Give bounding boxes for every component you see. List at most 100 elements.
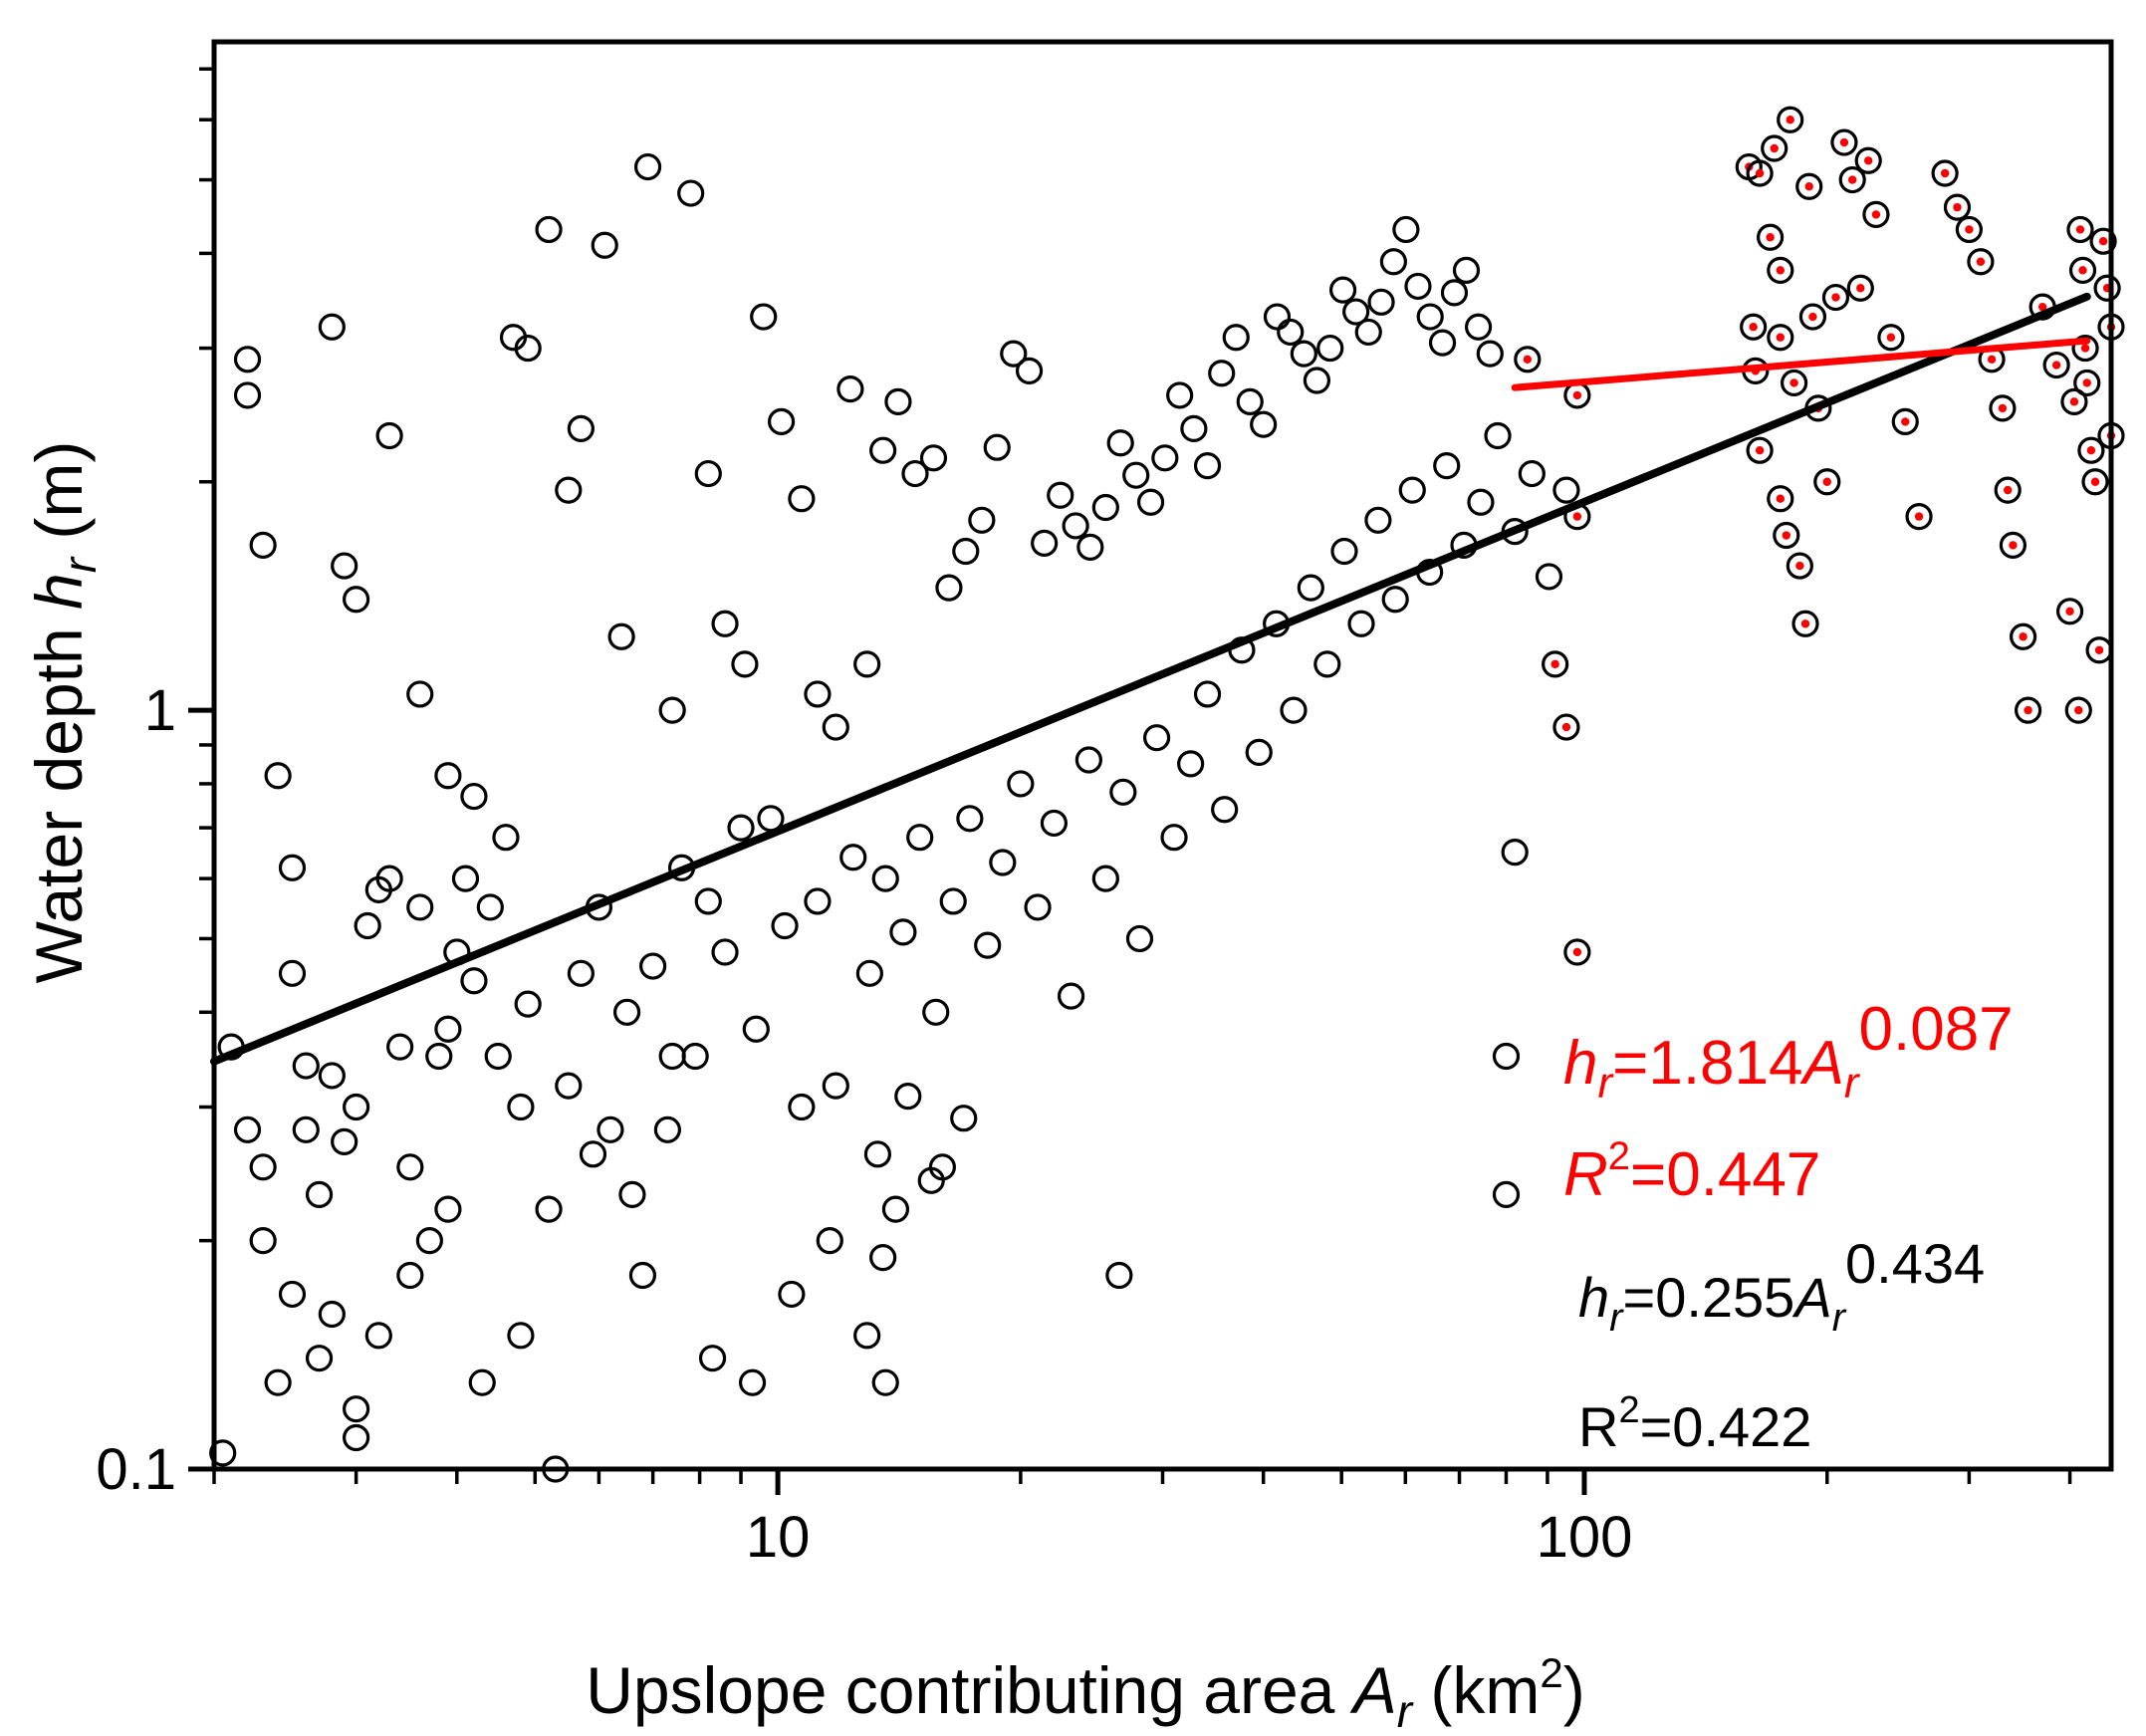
data-point bbox=[836, 375, 864, 403]
data-point-red-dot bbox=[1831, 293, 1840, 302]
data-point bbox=[653, 1116, 681, 1143]
data-point bbox=[318, 313, 346, 341]
data-point bbox=[292, 1116, 320, 1143]
data-point bbox=[1364, 506, 1392, 534]
data-point bbox=[1303, 367, 1331, 394]
data-point bbox=[1211, 796, 1239, 824]
data-point-red-dot bbox=[1976, 257, 1986, 266]
data-point bbox=[1040, 809, 1069, 838]
data-point bbox=[1994, 476, 2022, 504]
data-point-red-dot bbox=[1953, 202, 1962, 212]
data-point-red-dot bbox=[2078, 266, 2087, 275]
plot-frame bbox=[211, 39, 2114, 1472]
data-point bbox=[1846, 274, 1874, 302]
data-point bbox=[983, 433, 1011, 461]
red-fit-r2: R2=0.447 bbox=[1563, 1134, 1820, 1209]
data-point bbox=[1297, 574, 1324, 602]
data-point bbox=[1250, 410, 1278, 438]
data-point bbox=[434, 762, 462, 790]
data-point bbox=[2042, 351, 2070, 379]
data-point bbox=[591, 231, 618, 259]
data-point bbox=[952, 537, 980, 566]
data-point bbox=[612, 998, 641, 1026]
data-point-red-dot bbox=[1766, 233, 1775, 242]
data-point bbox=[1854, 146, 1882, 174]
data-point bbox=[278, 959, 307, 987]
red-fit-line bbox=[1511, 337, 2091, 391]
data-point bbox=[305, 1180, 334, 1208]
data-point bbox=[1476, 340, 1504, 368]
data-point-red-dot bbox=[1808, 312, 1817, 322]
data-point bbox=[434, 1015, 462, 1043]
data-point bbox=[484, 1042, 512, 1071]
data-point bbox=[1967, 248, 1995, 276]
data-point bbox=[804, 887, 832, 915]
data-point bbox=[1433, 451, 1461, 480]
data-point bbox=[375, 865, 403, 892]
data-point bbox=[711, 610, 739, 637]
data-point bbox=[1563, 938, 1591, 966]
data-point bbox=[1136, 488, 1165, 516]
data-point-red-dot bbox=[2094, 645, 2104, 654]
y-tick-label: 0.1 bbox=[96, 1437, 176, 1502]
data-point-red-dot bbox=[1886, 333, 1896, 342]
data-point bbox=[406, 893, 434, 921]
data-point bbox=[343, 1093, 370, 1121]
data-point-red-dot bbox=[1561, 722, 1571, 732]
data-point-red-dot bbox=[2037, 302, 2047, 312]
data-point-red-dot bbox=[1856, 284, 1865, 293]
data-point-red-dot bbox=[1848, 175, 1857, 184]
data-point bbox=[658, 1042, 686, 1071]
data-point bbox=[1047, 481, 1074, 509]
data-point bbox=[628, 1261, 657, 1290]
data-point bbox=[264, 1368, 292, 1396]
data-point bbox=[738, 1368, 767, 1396]
data-point bbox=[1552, 476, 1580, 504]
data-point bbox=[1786, 552, 1813, 580]
data-point bbox=[375, 421, 403, 450]
data-point bbox=[555, 476, 583, 504]
data-point bbox=[1354, 318, 1382, 347]
data-point bbox=[396, 1261, 424, 1290]
data-point bbox=[767, 407, 796, 436]
data-point bbox=[278, 854, 307, 881]
data-point bbox=[884, 387, 912, 415]
data-point bbox=[1877, 324, 1905, 352]
markers-layer bbox=[209, 106, 2125, 1483]
data-point-red-dot bbox=[1940, 168, 1950, 178]
data-point bbox=[209, 1439, 237, 1467]
data-point-red-dot bbox=[2065, 607, 2074, 616]
data-point bbox=[1381, 586, 1409, 614]
data-point bbox=[249, 1227, 277, 1255]
data-point bbox=[804, 680, 832, 708]
data-point bbox=[1031, 529, 1059, 557]
black-fit-line bbox=[210, 292, 2091, 1066]
data-point bbox=[816, 1227, 843, 1255]
data-point bbox=[731, 650, 759, 678]
data-point bbox=[698, 1345, 727, 1372]
data-point-red-dot bbox=[2051, 361, 2061, 370]
data-point bbox=[694, 459, 722, 488]
data-point-red-dot bbox=[1749, 323, 1758, 332]
data-point bbox=[1781, 369, 1808, 397]
data-point bbox=[343, 1395, 370, 1423]
data-point bbox=[869, 436, 897, 464]
data-point bbox=[1236, 387, 1264, 415]
data-point bbox=[633, 152, 662, 181]
data-point bbox=[1106, 429, 1134, 457]
data-point bbox=[1091, 865, 1119, 892]
data-point bbox=[364, 1322, 392, 1350]
data-point bbox=[1122, 461, 1150, 489]
data-point bbox=[354, 911, 381, 940]
data-point bbox=[434, 1195, 462, 1223]
data-point-red-dot bbox=[1523, 355, 1533, 364]
data-point bbox=[677, 179, 705, 207]
data-point bbox=[1342, 298, 1370, 326]
data-point bbox=[881, 1195, 910, 1223]
data-point bbox=[822, 713, 849, 741]
data-point-red-dot bbox=[2069, 397, 2079, 406]
data-point bbox=[1328, 276, 1357, 304]
data-point bbox=[1160, 824, 1188, 852]
data-point-red-dot bbox=[1755, 446, 1765, 455]
data-point-red-dot bbox=[2082, 378, 2091, 387]
